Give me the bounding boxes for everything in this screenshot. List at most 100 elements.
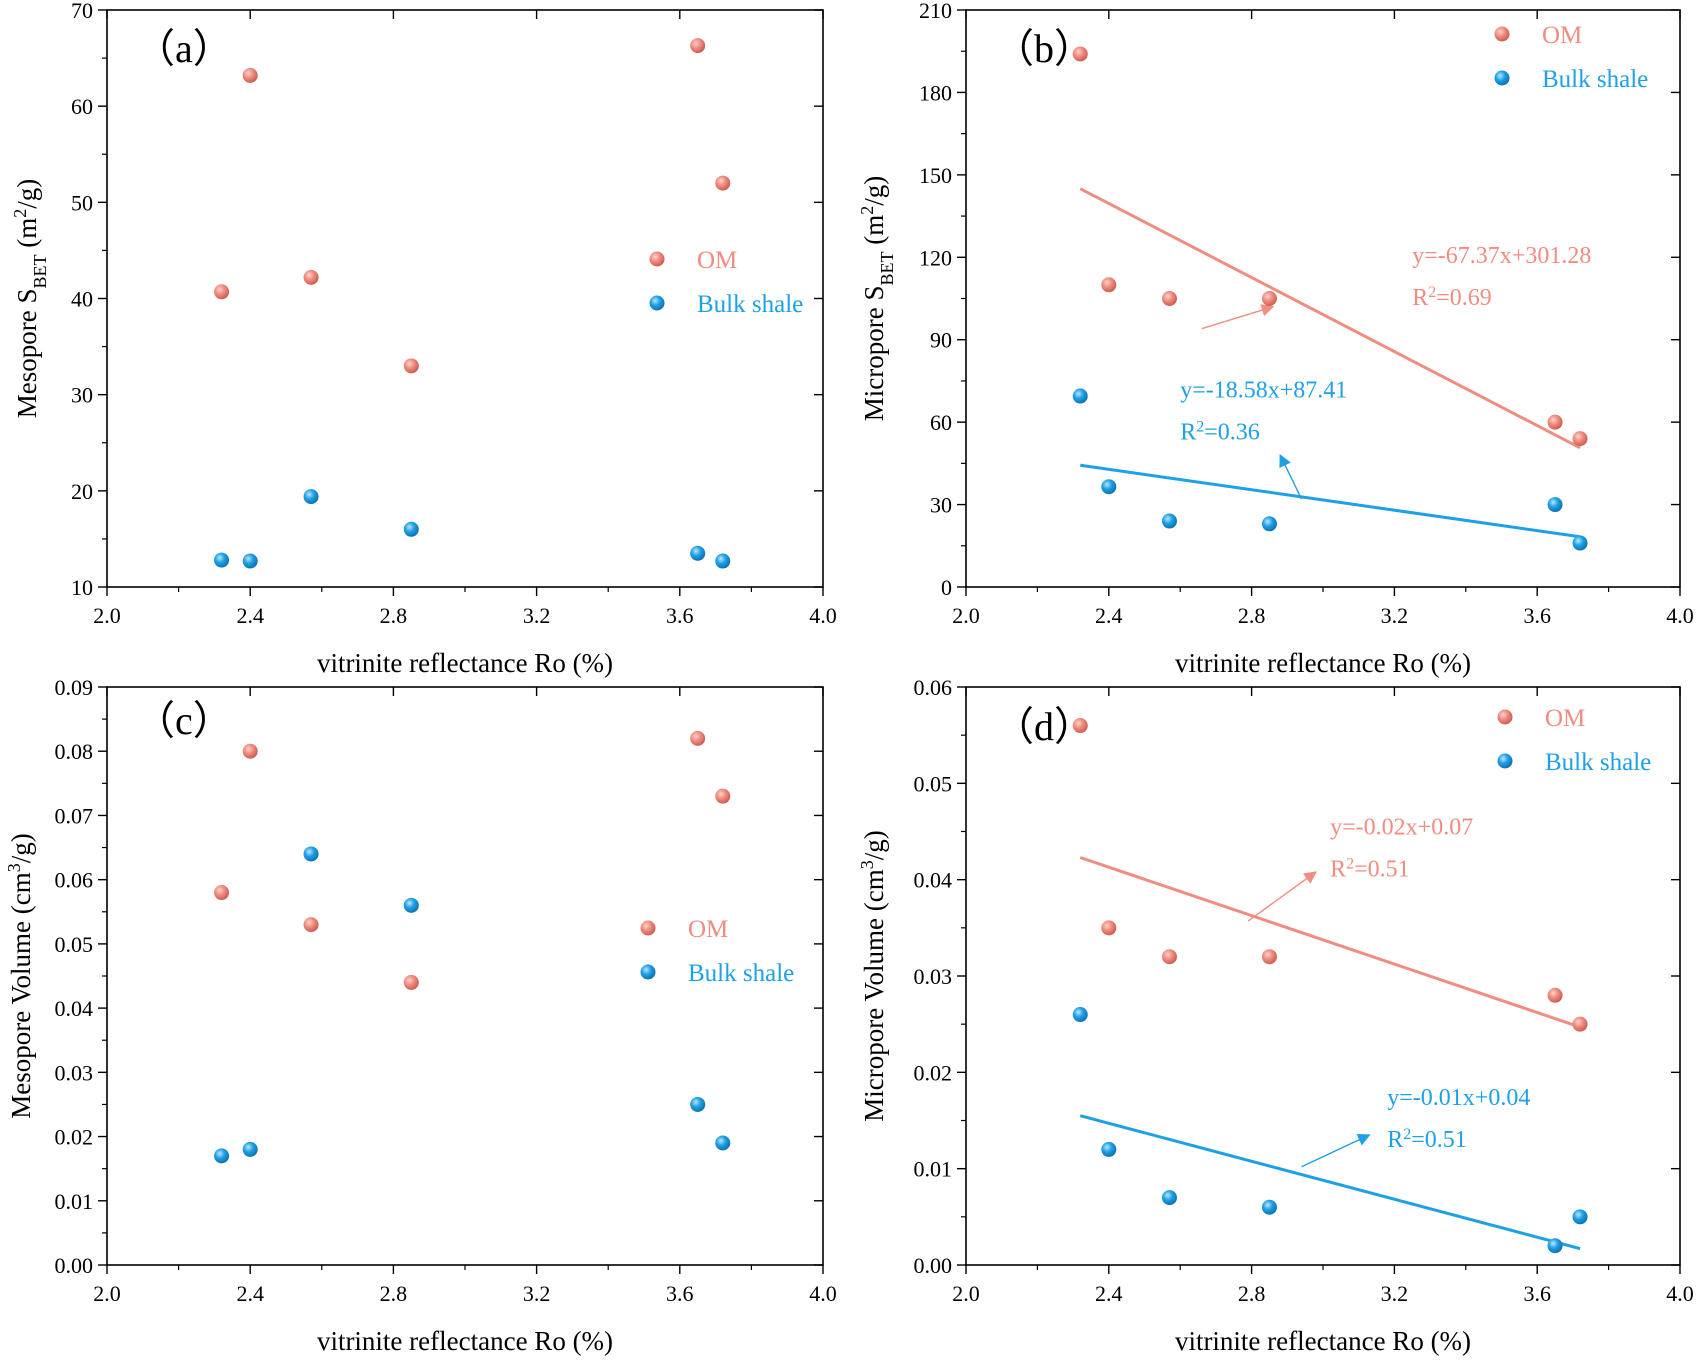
- data-point-bulk: [715, 553, 731, 569]
- legend-label-om: OM: [697, 247, 737, 274]
- data-point-om: [1161, 949, 1177, 965]
- data-point-om: [1101, 277, 1117, 293]
- x-tick-label: 4.0: [809, 603, 837, 628]
- data-point-bulk: [214, 552, 230, 568]
- fit-annotation-arrow: [1301, 1134, 1371, 1168]
- y-tick-label: 0.03: [914, 964, 953, 989]
- fit-equation-label: y=-0.02x+0.07: [1330, 814, 1473, 840]
- y-tick-label: 0.04: [914, 868, 953, 893]
- legend-label-bulk: Bulk shale: [688, 960, 794, 987]
- legend-marker-om: [649, 251, 665, 267]
- y-tick-label: 210: [919, 0, 952, 23]
- legend-label-om: OM: [1545, 705, 1585, 732]
- y-tick-label: 0.07: [55, 803, 94, 828]
- data-point-om: [690, 38, 706, 54]
- y-tick-label: 150: [919, 163, 952, 188]
- data-point-om: [214, 284, 230, 300]
- fit-r2-label: R2=0.51: [1387, 1126, 1467, 1154]
- x-axis-label: vitrinite reflectance Ro (%): [1175, 648, 1471, 678]
- fit-line-bulk: [1079, 1114, 1581, 1251]
- data-point-bulk: [1261, 1199, 1277, 1215]
- data-point-om: [1572, 431, 1588, 447]
- legend-label-bulk: Bulk shale: [1545, 749, 1651, 776]
- fit-line-bulk: [1080, 463, 1581, 539]
- y-tick-label: 0.00: [55, 1253, 94, 1278]
- y-axis-label: Micropore SBET (m2/g): [857, 176, 897, 421]
- x-tick-label: 2.8: [380, 603, 408, 628]
- x-tick-label: 2.8: [1238, 1281, 1266, 1306]
- x-tick-label: 3.2: [523, 1281, 551, 1306]
- x-tick-label: 2.8: [1238, 603, 1266, 628]
- data-point-bulk: [403, 521, 419, 537]
- y-tick-label: 60: [71, 94, 93, 119]
- fit-equation-label: y=-18.58x+87.41: [1180, 377, 1347, 403]
- x-tick-label: 4.0: [1666, 603, 1694, 628]
- legend-marker-om: [1497, 709, 1513, 725]
- data-point-bulk: [1161, 513, 1177, 529]
- y-tick-label: 0.05: [55, 932, 94, 957]
- x-tick-label: 2.4: [236, 1281, 264, 1306]
- y-tick-label: 40: [71, 287, 93, 312]
- data-point-bulk: [303, 846, 319, 862]
- x-tick-label: 3.2: [1381, 603, 1409, 628]
- y-tick-label: 0.09: [55, 675, 94, 700]
- x-tick-label: 2.0: [952, 1281, 980, 1306]
- data-point-bulk: [303, 489, 319, 505]
- y-tick-label: 0.03: [55, 1060, 94, 1085]
- fit-r2-label: R2=0.36: [1180, 418, 1260, 446]
- y-tick-label: 0.01: [914, 1157, 953, 1182]
- y-tick-label: 20: [71, 479, 93, 504]
- data-point-om: [715, 788, 731, 804]
- data-point-om: [1547, 414, 1563, 430]
- y-tick-label: 60: [930, 410, 952, 435]
- legend-label-bulk: Bulk shale: [1542, 66, 1648, 93]
- y-tick-label: 120: [919, 245, 952, 270]
- x-axis-label: vitrinite reflectance Ro (%): [317, 648, 613, 678]
- y-tick-label: 70: [71, 0, 93, 23]
- data-point-bulk: [690, 545, 706, 561]
- data-point-om: [242, 743, 258, 759]
- data-point-om: [1072, 46, 1088, 62]
- fit-equation-label: y=-0.01x+0.04: [1387, 1085, 1530, 1111]
- y-tick-label: 180: [919, 80, 952, 105]
- y-tick-label: 0.05: [914, 771, 953, 796]
- data-point-om: [1572, 1016, 1588, 1032]
- y-tick-label: 0.04: [55, 996, 94, 1021]
- legend-label-bulk: Bulk shale: [697, 291, 803, 318]
- legend-marker-bulk: [1494, 70, 1510, 86]
- fit-annotation-arrow: [1279, 453, 1303, 500]
- data-point-om: [214, 885, 230, 901]
- x-tick-label: 2.4: [236, 603, 264, 628]
- data-point-om: [403, 358, 419, 374]
- legend-label-om: OM: [1542, 22, 1582, 49]
- data-point-bulk: [1261, 516, 1277, 532]
- fit-line-om: [1079, 856, 1581, 1029]
- x-tick-label: 4.0: [809, 1281, 837, 1306]
- y-tick-label: 0.01: [55, 1189, 94, 1214]
- x-tick-label: 2.8: [380, 1281, 408, 1306]
- legend-marker-bulk: [1497, 753, 1513, 769]
- panel-a-mesopore-sbet: 2.0 2.4 2.8 3.2 3.6 4.0 10 20 30 40 50 60 70 vitrinit…: [10, 0, 837, 678]
- fit-r2-label: R2=0.69: [1412, 283, 1492, 311]
- y-tick-label: 0.08: [55, 739, 94, 764]
- fit-r2-label: R2=0.51: [1330, 855, 1410, 883]
- y-tick-label: 10: [71, 575, 93, 600]
- y-tick-label: 0.06: [55, 868, 94, 893]
- x-tick-label: 2.0: [93, 603, 121, 628]
- x-axis-label: vitrinite reflectance Ro (%): [317, 1326, 613, 1356]
- fit-equation-label: y=-67.37x+301.28: [1412, 243, 1591, 269]
- data-point-bulk: [1072, 388, 1088, 404]
- panel-label: （a）: [135, 26, 233, 71]
- x-tick-label: 2.4: [1095, 603, 1123, 628]
- legend-label-om: OM: [688, 916, 728, 943]
- y-tick-label: 0.02: [55, 1125, 94, 1150]
- x-axis-label: vitrinite reflectance Ro (%): [1175, 1326, 1471, 1356]
- panel-b-micropore-sbet: 2.0 2.4 2.8 3.2 3.6 4.0 0 30 60 90 120 150 180 210 vit…: [857, 0, 1694, 678]
- data-point-bulk: [403, 897, 419, 913]
- data-point-om: [303, 269, 319, 285]
- fit-annotation-arrow: [1247, 871, 1317, 922]
- panel-d-micropore-volume: 2.0 2.4 2.8 3.2 3.6 4.0 0.00 0.01 0.02 0.03 0.04 0.…: [857, 675, 1694, 1356]
- data-point-om: [1261, 291, 1277, 306]
- x-tick-label: 2.0: [93, 1281, 121, 1306]
